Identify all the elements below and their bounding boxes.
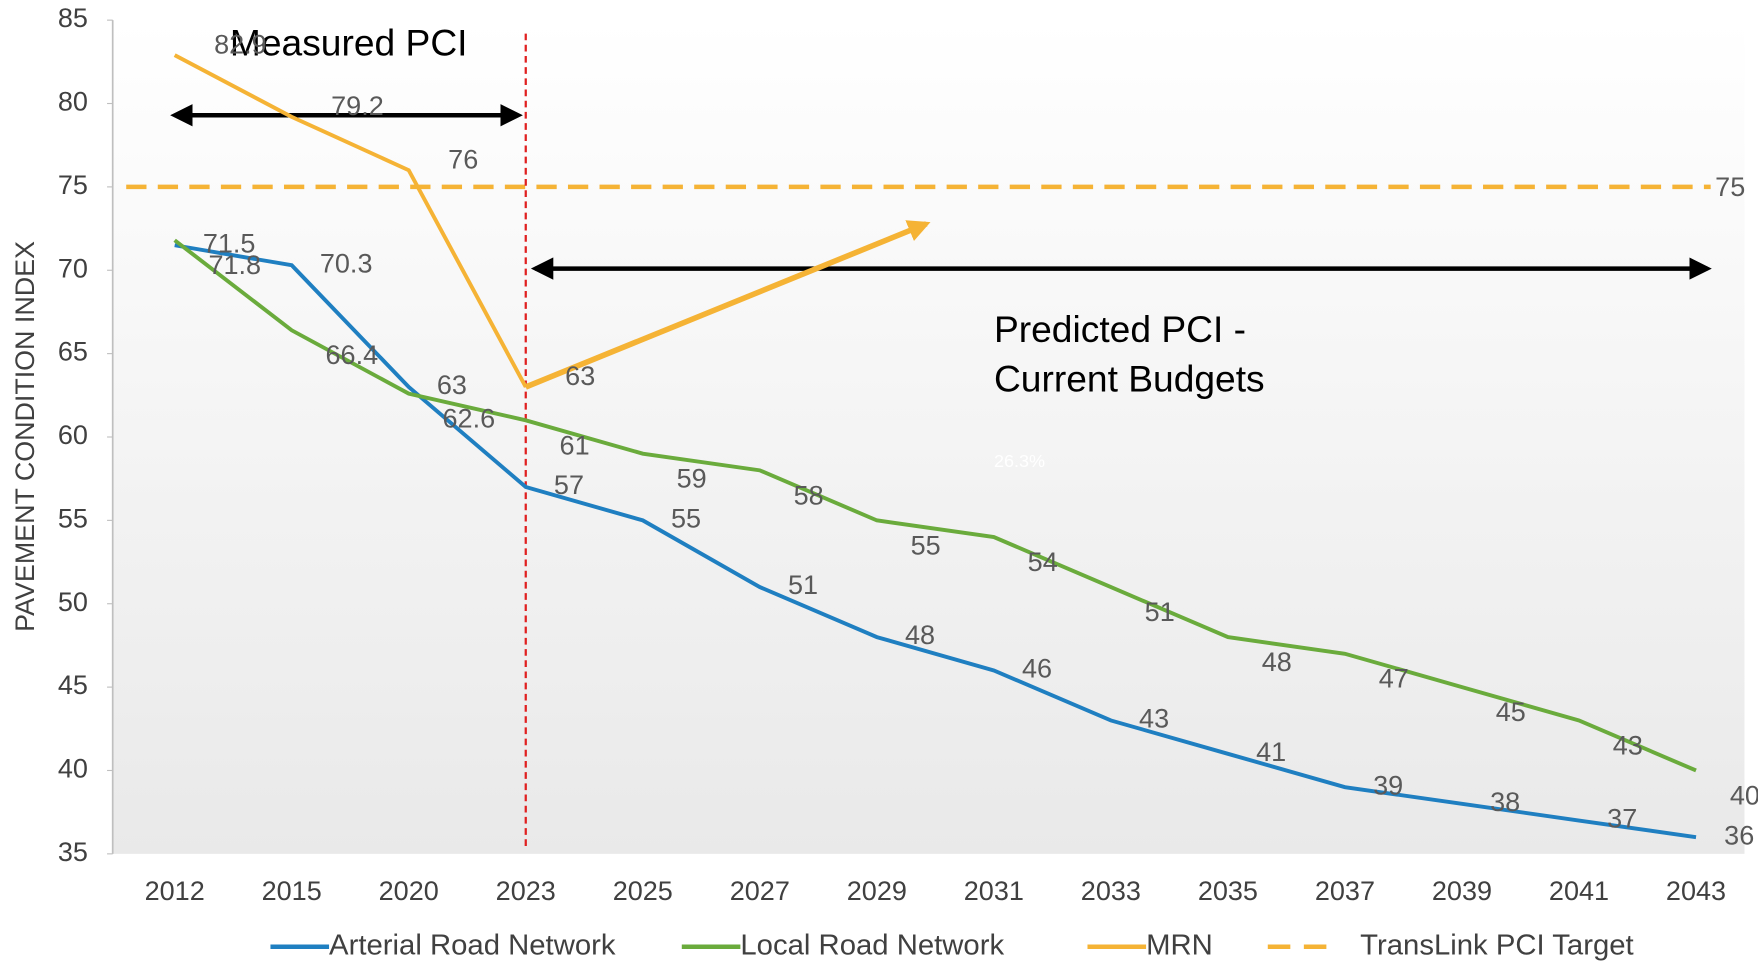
x-tick-label: 2027	[730, 876, 790, 906]
series-line	[173, 238, 1697, 773]
x-tick-label: 2035	[1198, 876, 1258, 906]
y-axis-label: PAVEMENT CONDITION INDEX	[10, 241, 40, 632]
y-tick-label: 65	[58, 337, 88, 367]
y-tick-label: 55	[58, 504, 88, 534]
data-label: 82.9	[214, 29, 267, 59]
annotation: Predicted PCI -	[994, 308, 1246, 350]
data-label: 51	[1145, 597, 1175, 627]
data-label: 39	[1373, 770, 1403, 800]
y-tick-label: 85	[58, 3, 88, 33]
data-label: 63	[565, 361, 595, 391]
data-label: 47	[1379, 664, 1409, 694]
series-line	[174, 243, 1697, 840]
arrow	[524, 220, 931, 390]
y-tick-label: 60	[58, 420, 88, 450]
legend-label: Local Road Network	[740, 930, 1004, 962]
y-tick-label: 50	[58, 587, 88, 617]
data-label: 38	[1490, 787, 1520, 817]
data-label: 61	[560, 430, 590, 460]
data-label: 58	[794, 480, 824, 510]
data-label: 43	[1139, 704, 1169, 734]
y-tick-label: 35	[58, 837, 88, 867]
data-label: 75	[1715, 172, 1745, 202]
data-label: 36	[1724, 820, 1754, 850]
y-tick-label: 40	[58, 754, 88, 784]
series-line	[173, 53, 528, 388]
legend-label: MRN	[1146, 930, 1213, 962]
data-label: 59	[677, 464, 707, 494]
y-tick-label: 80	[58, 87, 88, 117]
x-tick-label: 2039	[1432, 876, 1492, 906]
data-label: 70.3	[320, 248, 373, 278]
data-label: 45	[1496, 697, 1526, 727]
x-tick-label: 2037	[1315, 876, 1375, 906]
data-label: 51	[788, 570, 818, 600]
data-label: 48	[1262, 647, 1292, 677]
data-label: 55	[911, 530, 941, 560]
x-tick-label: 2033	[1081, 876, 1141, 906]
x-tick-label: 2029	[847, 876, 907, 906]
data-label: 76	[448, 144, 478, 174]
data-label: 62.6	[443, 404, 496, 434]
data-label: 41	[1256, 737, 1286, 767]
data-label: 46	[1022, 654, 1052, 684]
data-label: 37	[1607, 804, 1637, 834]
x-tick-label: 2031	[964, 876, 1024, 906]
data-label: 79.2	[331, 91, 384, 121]
data-label: 55	[671, 504, 701, 534]
annotation: Current Budgets	[994, 357, 1265, 399]
data-label: 71.8	[208, 250, 261, 280]
data-label: 71.5	[203, 228, 256, 258]
data-label: 48	[905, 620, 935, 650]
y-tick-label: 70	[58, 253, 88, 283]
legend-label: Arterial Road Network	[329, 930, 616, 962]
x-tick-label: 2023	[496, 876, 556, 906]
data-label: 63	[437, 370, 467, 400]
y-tick-label: 75	[58, 170, 88, 200]
data-label: 54	[1028, 547, 1058, 577]
data-label: 43	[1613, 731, 1643, 761]
data-label: 40	[1730, 781, 1758, 811]
y-tick-label: 45	[58, 670, 88, 700]
x-tick-label: 2020	[379, 876, 439, 906]
legend-label: TransLink PCI Target	[1360, 930, 1633, 962]
annotation: Measured PCI	[230, 22, 468, 64]
annotation: 26.3%	[994, 451, 1045, 471]
data-label: 66.4	[326, 340, 379, 370]
x-tick-label: 2041	[1549, 876, 1609, 906]
data-label: 57	[554, 470, 584, 500]
x-tick-label: 2043	[1666, 876, 1726, 906]
x-tick-label: 2015	[262, 876, 322, 906]
x-tick-label: 2012	[145, 876, 205, 906]
x-tick-label: 2025	[613, 876, 673, 906]
